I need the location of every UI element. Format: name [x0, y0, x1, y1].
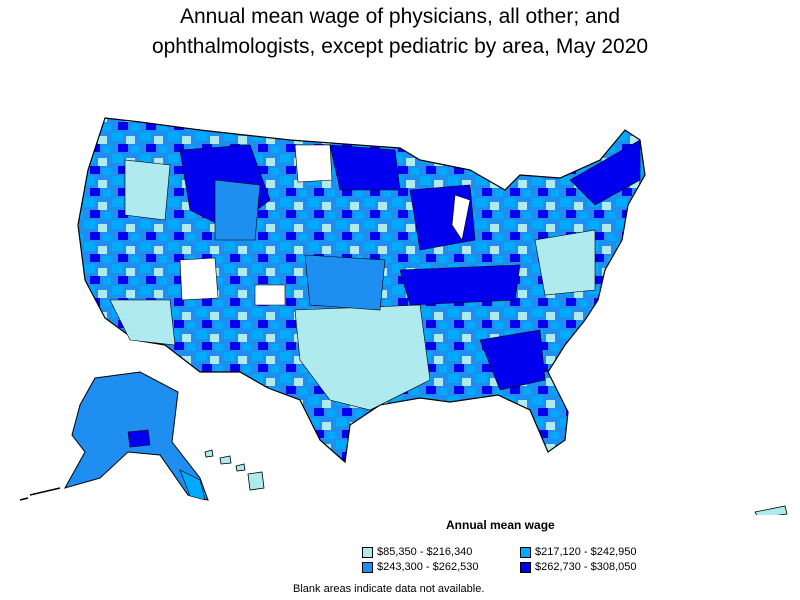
legend-item-1: $85,350 - $216,340	[362, 546, 472, 558]
north-central-high-wage-region	[329, 144, 401, 191]
plains-medium-region	[304, 254, 386, 311]
legend-item-4: $262,730 - $308,050	[520, 561, 637, 573]
west-light-region	[124, 159, 171, 221]
alaska-high-wage-area	[127, 429, 151, 448]
legend-label-2: $217,120 - $242,950	[535, 546, 637, 558]
blank-area-nevada	[179, 257, 219, 301]
aleutian-islands	[19, 487, 61, 501]
midwest-high-wage-region	[399, 264, 521, 306]
legend-swatch-1	[362, 546, 373, 558]
legend-title: Annual mean wage	[446, 518, 555, 532]
southeast-high-wage-region	[479, 329, 546, 391]
us-choropleth-map	[19, 117, 788, 515]
southwest-light-region	[109, 299, 176, 346]
hawaii-region	[204, 449, 265, 491]
mountain-medium-region	[214, 179, 261, 241]
alaska-southeast-area	[179, 469, 206, 501]
puerto-rico-region	[754, 505, 788, 515]
legend-swatch-4	[520, 561, 531, 573]
southern-plains-light-region	[294, 304, 431, 411]
title-line-2: ophthalmologists, except pediatric by ar…	[151, 35, 649, 58]
blank-area-michigan	[451, 194, 471, 241]
blank-area-colorado	[254, 284, 286, 306]
legend-label-3: $243,300 - $262,530	[377, 561, 479, 573]
legend-item-2: $217,120 - $242,950	[520, 546, 637, 558]
northeast-high-wage-region	[569, 139, 641, 206]
legend-item-3: $243,300 - $262,530	[362, 561, 479, 573]
map-title: Annual mean wage of physicians, all othe…	[0, 2, 800, 62]
title-line-1: Annual mean wage of physicians, all othe…	[179, 5, 621, 28]
blank-area-montana	[294, 144, 333, 183]
mid-atlantic-light-region	[534, 229, 596, 296]
legend-label-1: $85,350 - $216,340	[377, 546, 473, 558]
legend-label-4: $262,730 - $308,050	[535, 561, 637, 573]
legend-swatch-2	[520, 546, 531, 558]
legend-swatch-3	[362, 561, 373, 573]
blank-areas-note: Blank areas indicate data not available.	[293, 583, 485, 595]
